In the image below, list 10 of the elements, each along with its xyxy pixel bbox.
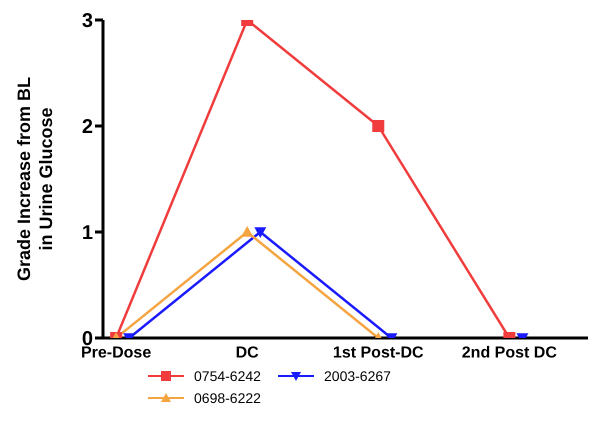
y-tick-label: 1: [82, 222, 93, 244]
x-tick-label: 1st Post-DC: [332, 344, 424, 362]
x-tick-label: 2nd Post DC: [462, 344, 558, 362]
y-tick-label: 2: [82, 116, 93, 138]
y-tick-label: 3: [82, 10, 93, 32]
y-axis-title: Grade Increase from BL in Urine Glucose: [14, 76, 56, 282]
x-tick-label: DC: [236, 344, 260, 362]
legend-label: 0698-6222: [194, 390, 261, 406]
legend-label: 2003-6267: [324, 368, 391, 384]
legend-label: 0754-6242: [194, 368, 261, 384]
